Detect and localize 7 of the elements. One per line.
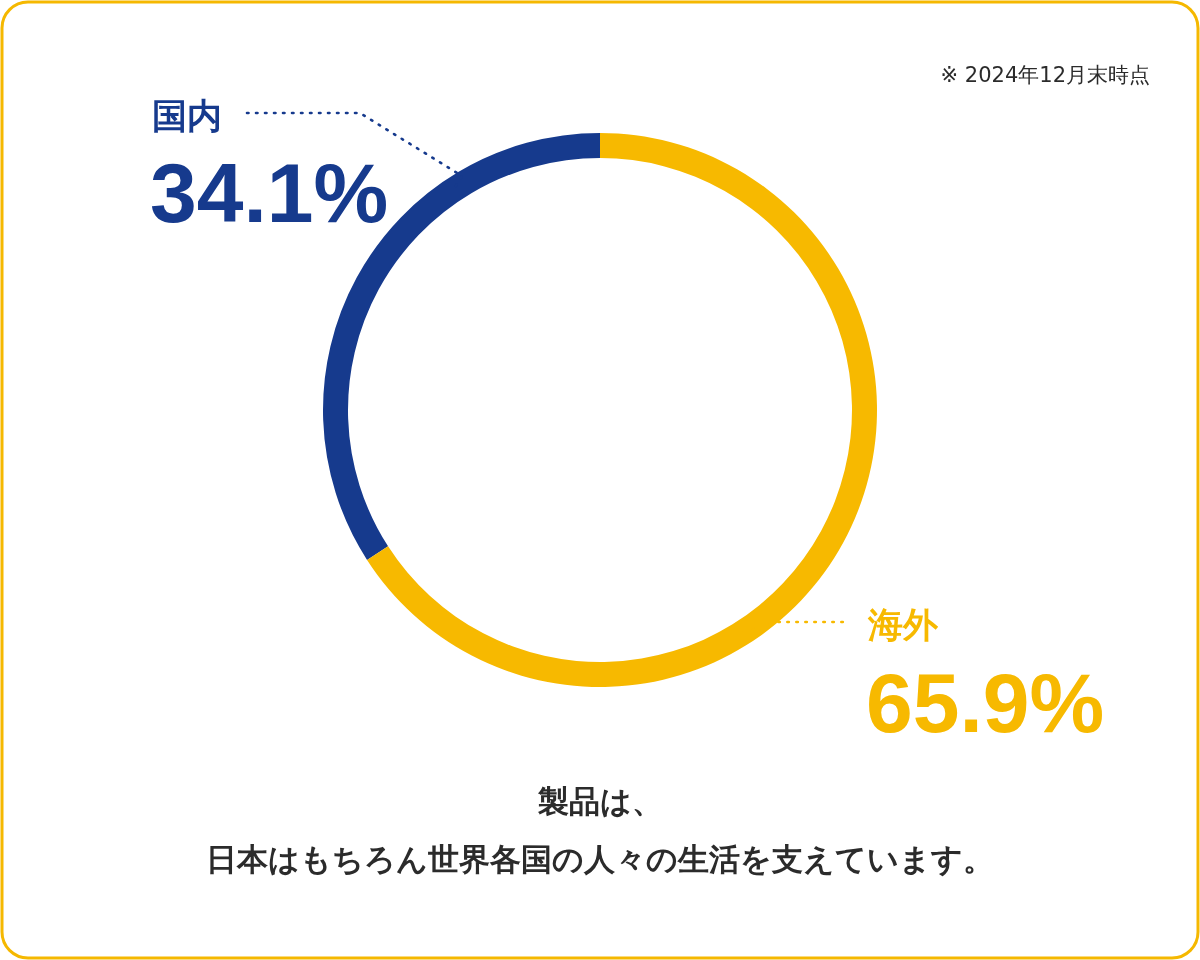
text: ※ 2024年12月末時点 [940,63,1150,87]
data-label: 34.1% [150,146,389,240]
text: 日本はもちろん世界各国の人々の生活を支えています。 [206,841,994,877]
text: 製品は、 [536,783,663,819]
slice-label: 海外 [867,605,939,645]
data-label: 65.9% [866,656,1105,750]
slice-label: 国内 [152,96,222,136]
